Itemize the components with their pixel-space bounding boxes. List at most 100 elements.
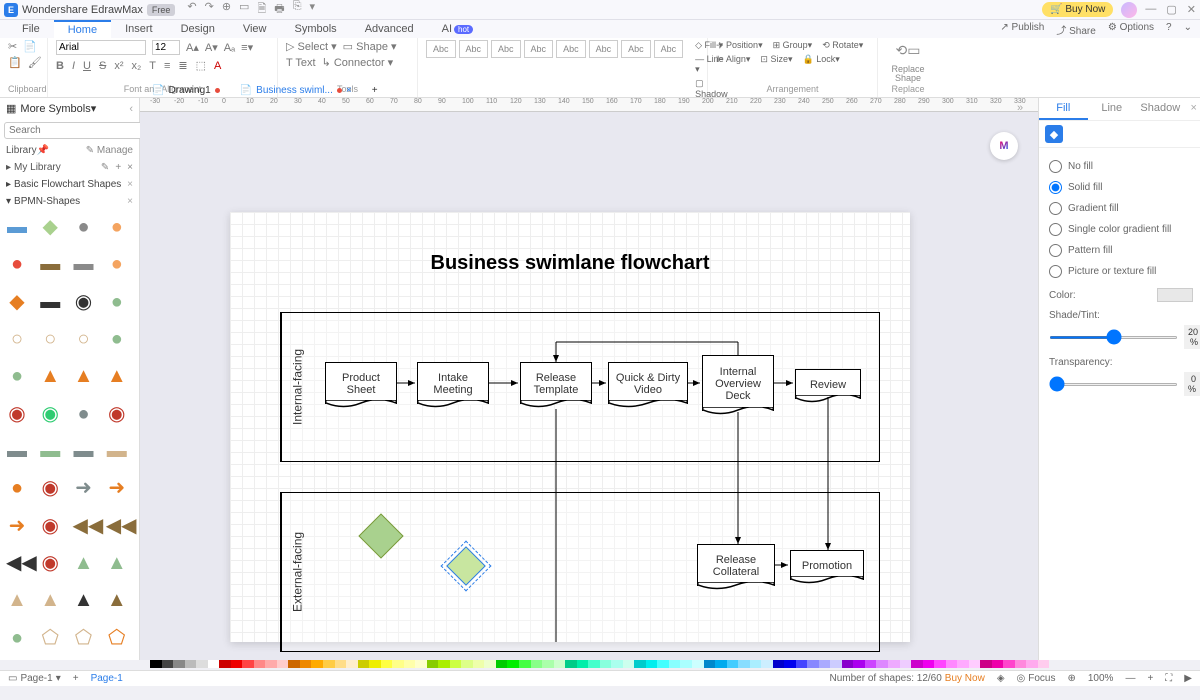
bpmn-shape[interactable]: ⬠ <box>73 627 95 649</box>
radio-pattern[interactable]: Pattern fill <box>1049 240 1193 261</box>
palette-swatch[interactable] <box>231 660 243 668</box>
palette-swatch[interactable] <box>588 660 600 668</box>
bpmn-shape[interactable]: ▬ <box>39 253 61 275</box>
palette-swatch[interactable] <box>438 660 450 668</box>
palette-swatch[interactable] <box>369 660 381 668</box>
bpmn-shape[interactable]: ▲ <box>106 589 128 611</box>
palette-swatch[interactable] <box>196 660 208 668</box>
flowchart-node-product[interactable]: Product Sheet <box>325 362 397 404</box>
underline-icon[interactable]: U <box>83 60 91 72</box>
palette-swatch[interactable] <box>565 660 577 668</box>
export-icon[interactable]: ⎘ <box>293 0 302 19</box>
fit-icon[interactable]: ⊕ <box>1067 673 1075 684</box>
palette-swatch[interactable] <box>404 660 416 668</box>
publish-button[interactable]: ↗ Publish <box>1000 22 1044 37</box>
palette-swatch[interactable] <box>784 660 796 668</box>
tab-view[interactable]: View <box>229 21 281 37</box>
subscript-icon[interactable]: x₂ <box>131 60 141 72</box>
bpmn-shape[interactable]: ▬ <box>73 253 95 275</box>
palette-swatch[interactable] <box>288 660 300 668</box>
rtab-shadow[interactable]: Shadow <box>1136 98 1185 120</box>
size-menu[interactable]: ⊡ Size▾ <box>760 54 792 65</box>
bpmn-shape[interactable]: ● <box>6 253 28 275</box>
bullets-icon[interactable]: ≡ <box>164 60 170 72</box>
lane-label[interactable]: External-facing <box>281 493 313 651</box>
bpmn-shape[interactable]: ● <box>106 253 128 275</box>
lock-menu[interactable]: 🔒 Lock▾ <box>802 54 839 65</box>
linespacing-icon[interactable]: ≣ <box>178 59 187 72</box>
bpmn-shape[interactable]: ● <box>73 403 95 425</box>
tab-ai[interactable]: AIhot <box>428 21 488 37</box>
zoom-out-icon[interactable]: — <box>1125 673 1135 684</box>
radio-gradient[interactable]: Gradient fill <box>1049 198 1193 219</box>
help-icon[interactable]: ? <box>1166 22 1172 37</box>
change-case-icon[interactable]: Aₐ <box>224 42 235 54</box>
color-picker[interactable] <box>1157 288 1193 302</box>
font-size-select[interactable] <box>152 40 180 55</box>
mylib-edit-icon[interactable]: ✎ <box>101 162 109 173</box>
palette-swatch[interactable] <box>415 660 427 668</box>
paste-icon[interactable]: 📋 <box>8 56 22 69</box>
bpmn-shape[interactable]: ▲ <box>6 589 28 611</box>
doctab-swimlane[interactable]: 📄 Business swiml... × <box>234 85 358 96</box>
fill-mode-icon[interactable]: ◆ <box>1045 125 1063 143</box>
bpmn-shape[interactable]: ◀◀ <box>106 515 128 537</box>
palette-swatch[interactable] <box>888 660 900 668</box>
palette-swatch[interactable] <box>727 660 739 668</box>
bpmn-shape[interactable]: ◉ <box>6 403 28 425</box>
bpmn-shape[interactable]: ▲ <box>106 365 128 387</box>
bpmn-shape[interactable]: ▬ <box>39 440 61 462</box>
palette-swatch[interactable] <box>1015 660 1027 668</box>
qat-more-icon[interactable]: ▾ <box>310 0 316 19</box>
collapse-panel-icon[interactable]: ‹ <box>129 103 133 115</box>
palette-swatch[interactable] <box>185 660 197 668</box>
palette-swatch[interactable] <box>507 660 519 668</box>
copy-icon[interactable]: 📄 <box>23 40 37 53</box>
radio-nofill[interactable]: No fill <box>1049 156 1193 177</box>
flowchart-node-collateral[interactable]: Release Collateral <box>697 544 775 586</box>
select-tool[interactable]: ▷ Select ▾ <box>286 40 337 53</box>
mylib-label[interactable]: My Library <box>14 162 61 173</box>
bpmn-shape[interactable]: ◉ <box>39 515 61 537</box>
drawing-page[interactable]: Business swimlane flowchart Internal-fac… <box>230 212 910 642</box>
new-icon[interactable]: ⊕ <box>222 0 231 19</box>
bold-icon[interactable]: B <box>56 60 64 72</box>
palette-swatch[interactable] <box>980 660 992 668</box>
fullscreen-icon[interactable]: ⛶ <box>1165 673 1172 684</box>
page-menu[interactable]: ▭ Page-1 ▾ <box>8 673 61 684</box>
replace-shape-label[interactable]: Replace Shape <box>886 65 930 83</box>
palette-swatch[interactable] <box>704 660 716 668</box>
palette-swatch[interactable] <box>623 660 635 668</box>
replace-shape-icon[interactable]: ⟲▭ <box>896 42 921 59</box>
palette-swatch[interactable] <box>842 660 854 668</box>
close-icon[interactable]: ✕ <box>1187 3 1196 16</box>
lane-label[interactable]: Internal-facing <box>281 313 313 461</box>
symbol-search-input[interactable] <box>4 122 146 139</box>
palette-swatch[interactable] <box>496 660 508 668</box>
palette-swatch[interactable] <box>254 660 266 668</box>
present-icon[interactable]: ▶ <box>1184 673 1192 684</box>
bpmn-shape[interactable]: ● <box>6 627 28 649</box>
flowchart-node-review[interactable]: Review <box>795 369 861 399</box>
align-menu-icon[interactable]: ≡▾ <box>241 41 253 54</box>
palette-swatch[interactable] <box>634 660 646 668</box>
align-menu[interactable]: ⊫ Align▾ <box>716 54 750 65</box>
palette-swatch[interactable] <box>531 660 543 668</box>
transparency-value[interactable]: 0 % <box>1184 372 1200 396</box>
flowchart-node-promotion[interactable]: Promotion <box>790 550 864 580</box>
canvas[interactable]: Business swimlane flowchart Internal-fac… <box>140 112 1038 660</box>
bpmn-shape[interactable]: ◉ <box>73 291 95 313</box>
palette-swatch[interactable] <box>900 660 912 668</box>
palette-swatch[interactable] <box>600 660 612 668</box>
section-bpmn[interactable]: ▾ BPMN-Shapes× <box>0 193 139 210</box>
bpmn-shape[interactable]: ◉ <box>39 552 61 574</box>
bpmn-shape[interactable]: ▬ <box>6 440 28 462</box>
palette-swatch[interactable] <box>219 660 231 668</box>
bpmn-shape[interactable]: ● <box>106 216 128 238</box>
palette-swatch[interactable] <box>577 660 589 668</box>
focus-mode[interactable]: ◎ Focus <box>1017 673 1056 684</box>
cut-icon[interactable]: ✂ <box>8 40 17 53</box>
fontcolor-icon[interactable]: A <box>214 60 221 72</box>
add-page-button[interactable]: + <box>73 673 79 684</box>
bpmn-shape[interactable]: ○ <box>39 328 61 350</box>
